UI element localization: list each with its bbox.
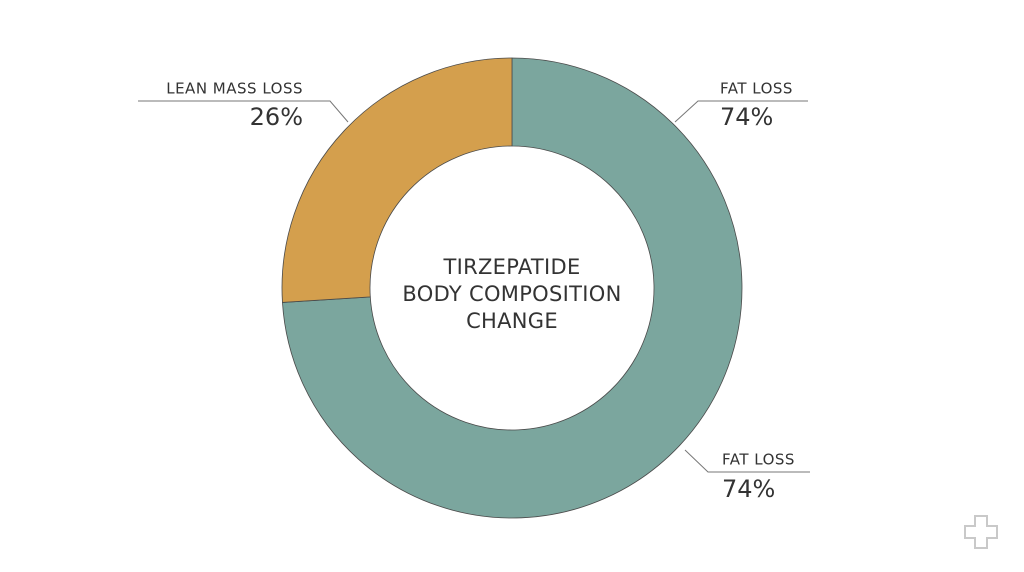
donut-slice [281,57,513,303]
value-label: 26% [250,103,303,131]
leader-line [138,100,349,123]
leader-line [674,100,808,123]
category-label: LEAN MASS LOSS [166,80,303,98]
value-label: 74% [720,103,773,131]
chart-title: BODY COMPOSITION [402,282,621,306]
chart-title: CHANGE [466,309,558,333]
category-label: FAT LOSS [720,80,793,98]
chart-title: TIRZEPATIDE [442,255,580,279]
logo [964,515,998,549]
leader-line [684,449,810,473]
category-label: FAT LOSS [722,451,795,469]
value-label: 74% [722,475,775,503]
donut-slice [282,57,743,519]
